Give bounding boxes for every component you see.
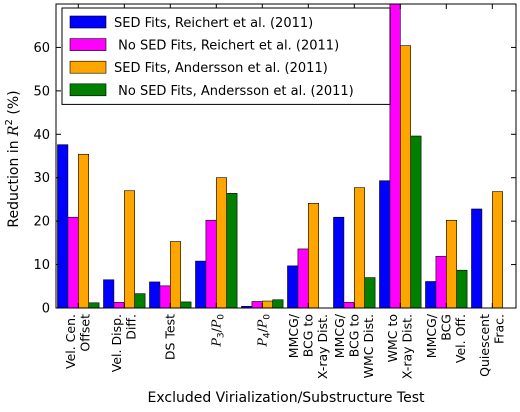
legend-box xyxy=(61,7,391,105)
bar xyxy=(364,277,376,309)
bar xyxy=(379,180,391,309)
bar xyxy=(124,190,136,309)
bar xyxy=(353,187,365,309)
x-tick-label: BCG to xyxy=(300,314,315,357)
legend-label: No SED Fits, Andersson et al. (2011) xyxy=(114,84,354,99)
bar xyxy=(205,219,217,309)
legend-label: SED Fits, Reichert et al. (2011) xyxy=(114,16,313,31)
x-tick-label: Offset xyxy=(78,314,93,352)
y-axis-title-sup: 2 xyxy=(4,119,15,125)
bar xyxy=(307,203,319,309)
bar xyxy=(226,193,238,309)
x-tick-label: Diff. xyxy=(124,314,139,340)
x-tick-label: BCG xyxy=(438,314,453,341)
x-tick-label: X-ray Dist. xyxy=(315,314,330,379)
x-tick-label: Quiescent xyxy=(477,314,492,377)
x-tick-label: MMCG/ xyxy=(286,313,301,358)
bar xyxy=(389,3,401,309)
x-tick-label: MMCG/ xyxy=(424,313,439,358)
bar xyxy=(445,219,457,309)
bar xyxy=(333,216,345,309)
bar xyxy=(272,299,284,309)
x-axis: Vel. Cen. Offset Vel. Disp. Diff. DS Test P3/… xyxy=(63,4,507,379)
y-tick-label: 10 xyxy=(33,258,50,273)
x-tick-label: BCG to xyxy=(346,314,361,357)
bar xyxy=(159,285,171,309)
y-tick-label: 0 xyxy=(42,302,50,317)
bar xyxy=(149,281,161,309)
y-tick-label: 50 xyxy=(33,84,50,99)
bar xyxy=(78,153,90,309)
x-tick-label: Frac. xyxy=(492,314,507,344)
y-axis-title-suffix: (%) xyxy=(6,90,22,119)
legend-label: No SED Fits, Reichert et al. (2011) xyxy=(114,39,339,54)
plot-frame xyxy=(55,3,517,309)
bar xyxy=(261,300,273,309)
x-tick-label: Vel. Cen. xyxy=(63,314,78,369)
x-tick-label: P4/P0 xyxy=(254,314,272,348)
y-axis-title: Reduction in R2 (%) xyxy=(4,90,22,227)
legend-swatch xyxy=(69,38,107,51)
bar xyxy=(57,144,69,309)
bar xyxy=(67,216,79,309)
y-tick-label: 60 xyxy=(33,41,50,56)
bar xyxy=(343,302,355,309)
y-axis: 0 10 20 30 40 50 60 xyxy=(33,41,516,317)
x-tick-label: DS Test xyxy=(162,314,177,360)
bar xyxy=(297,248,309,309)
bar xyxy=(251,301,263,309)
legend-swatch xyxy=(69,60,107,74)
x-tick-label: WMC Dist. xyxy=(361,314,376,378)
bar xyxy=(216,177,228,309)
bar xyxy=(195,260,207,309)
x-tick-label: Vel. Disp. xyxy=(109,314,124,372)
bar xyxy=(113,302,125,309)
bar xyxy=(435,256,447,309)
y-axis-title-var: R xyxy=(6,125,22,137)
x-axis-title: Excluded Virialization/Substructure Test xyxy=(147,390,425,406)
bar xyxy=(170,241,182,309)
x-tick-label: Vel. Off. xyxy=(453,314,468,363)
legend: SED Fits, Reichert et al. (2011) No SED … xyxy=(61,7,391,105)
legend-swatch xyxy=(69,83,107,97)
x-tick-label: X-ray Dist. xyxy=(400,314,415,379)
bar xyxy=(134,293,146,309)
y-tick-label: 20 xyxy=(33,215,50,230)
bar xyxy=(491,191,503,309)
plot-area xyxy=(57,3,503,309)
bar xyxy=(88,302,100,309)
y-tick-label: 30 xyxy=(33,171,50,186)
bar xyxy=(103,279,115,309)
x-tick-label: P3/P0 xyxy=(208,314,226,348)
bar xyxy=(471,208,483,309)
bar xyxy=(180,301,192,309)
bar xyxy=(410,135,422,309)
y-axis-title-prefix: Reduction in xyxy=(6,136,22,228)
bar xyxy=(425,281,437,309)
legend-label: SED Fits, Andersson et al. (2011) xyxy=(114,61,328,76)
x-tick-label: MMCG/ xyxy=(332,313,347,358)
bar xyxy=(287,265,299,309)
x-tick-label: WMC to xyxy=(385,314,400,362)
bar xyxy=(399,45,411,309)
legend-swatch xyxy=(69,15,107,29)
y-tick-label: 40 xyxy=(33,128,50,143)
bar xyxy=(456,269,468,309)
